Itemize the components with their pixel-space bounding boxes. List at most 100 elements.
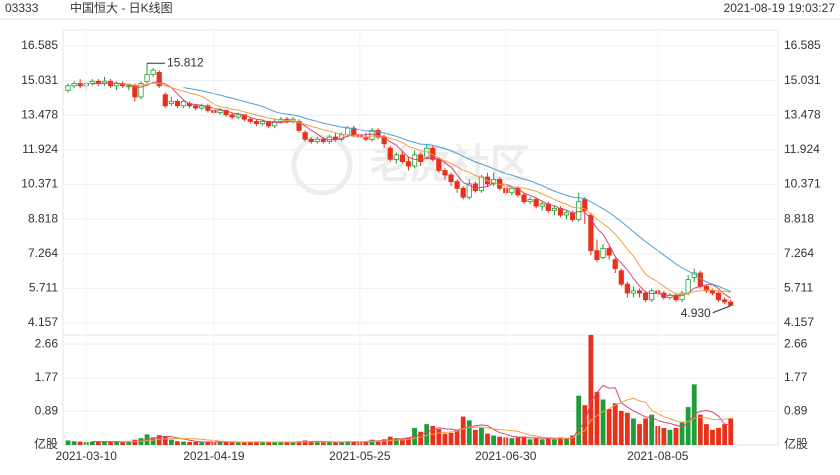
stock-code: 03333 xyxy=(5,1,39,15)
candle-body xyxy=(600,248,606,258)
volume-bar xyxy=(248,441,253,445)
volume-bar xyxy=(71,441,77,445)
volume-bar xyxy=(320,442,326,445)
volume-bar xyxy=(333,442,338,445)
y-tick-label: 10.371 xyxy=(21,177,58,191)
candle-body xyxy=(89,80,95,84)
candle-body xyxy=(582,199,588,211)
candle-body xyxy=(594,250,600,261)
volume-bar xyxy=(65,440,71,445)
volume-bar xyxy=(205,441,211,445)
candle-body xyxy=(478,176,485,191)
candle-body xyxy=(272,121,278,127)
volume-bar xyxy=(552,439,557,445)
candle-body xyxy=(551,207,558,211)
volume-bar xyxy=(521,436,527,445)
candle-body xyxy=(180,100,187,107)
candle-body xyxy=(405,161,412,167)
candle-body xyxy=(722,299,728,303)
candle-body xyxy=(418,154,424,162)
candle-body xyxy=(673,294,679,301)
candle-body xyxy=(527,199,533,203)
y-tick-label: 4.157 xyxy=(28,315,58,329)
candle-body xyxy=(533,199,539,207)
volume-bar xyxy=(479,427,484,445)
y-tick-label-right: 5.711 xyxy=(784,281,813,295)
candle-body xyxy=(168,100,174,105)
candle-body xyxy=(709,290,716,294)
candle-body xyxy=(375,129,381,138)
volume-bar xyxy=(168,439,174,445)
volume-bar xyxy=(308,441,314,445)
volume-bar xyxy=(612,403,618,445)
volume-bar xyxy=(284,442,290,445)
volume-bar xyxy=(497,436,503,445)
volume-bar xyxy=(108,441,113,445)
volume-bar xyxy=(241,441,247,445)
candle-body xyxy=(126,85,132,88)
candle-body xyxy=(612,259,618,269)
y-tick-label-right: 15.031 xyxy=(784,73,821,87)
volume-bar xyxy=(588,335,594,445)
volume-bar xyxy=(393,438,399,445)
volume-bar xyxy=(442,433,448,445)
volume-bar xyxy=(515,437,521,445)
candle-body xyxy=(174,100,181,107)
candle-body xyxy=(728,301,734,306)
x-tick-label: 2021-05-25 xyxy=(329,449,391,463)
candle-body xyxy=(649,290,655,301)
volume-bar xyxy=(649,414,655,445)
y-tick-label-right: 8.818 xyxy=(784,211,814,225)
volume-bar xyxy=(327,441,332,445)
volume-bar xyxy=(351,441,357,445)
volume-bar xyxy=(187,441,192,445)
volume-bar xyxy=(582,405,588,445)
candle-body xyxy=(539,203,545,207)
candle-body xyxy=(144,74,150,82)
candle-body xyxy=(399,154,406,162)
volume-bar xyxy=(643,418,648,445)
volume-bar xyxy=(175,441,180,445)
volume-bar xyxy=(624,412,630,445)
volume-bar xyxy=(260,442,265,445)
volume-bar xyxy=(667,429,673,445)
candle-body xyxy=(521,194,527,203)
ma-line xyxy=(92,384,731,443)
candle-body xyxy=(570,212,576,220)
volume-bar xyxy=(661,427,667,445)
candle-body xyxy=(636,290,643,294)
volume-bar xyxy=(606,408,612,445)
candle-body xyxy=(320,138,326,142)
y-tick-label: 1.77 xyxy=(35,370,59,384)
y-tick-label-right: 13.478 xyxy=(784,107,821,121)
volume-bar xyxy=(564,438,569,445)
y-tick-label: 8.818 xyxy=(28,211,58,225)
y-tick-label: 5.711 xyxy=(29,281,58,295)
volume-bar xyxy=(102,441,107,445)
y-tick-label-right: 1.77 xyxy=(784,370,808,384)
volume-bar xyxy=(539,439,545,445)
volume-bar xyxy=(278,441,284,445)
volume-bar xyxy=(637,424,642,445)
ma-line xyxy=(122,397,731,443)
volume-bar xyxy=(217,442,223,445)
volume-bar xyxy=(485,433,490,445)
volume-bar xyxy=(266,441,272,445)
volume-bar xyxy=(363,441,369,445)
candle-body xyxy=(576,201,582,220)
y-tick-label-right: 7.264 xyxy=(784,246,814,260)
volume-bar xyxy=(400,438,405,445)
y-tick-label-right: 16.585 xyxy=(784,38,821,52)
candle-body xyxy=(345,127,351,136)
volume-bar xyxy=(722,424,728,445)
volume-bar xyxy=(126,441,132,445)
volume-bar xyxy=(375,440,381,445)
candle-body xyxy=(253,121,260,125)
candle-body xyxy=(411,154,418,167)
candle-body xyxy=(618,270,624,285)
volume-bar xyxy=(728,418,734,445)
volume-bar xyxy=(162,436,168,445)
candle-body xyxy=(588,214,594,252)
x-tick-label: 2021-08-05 xyxy=(627,449,689,463)
